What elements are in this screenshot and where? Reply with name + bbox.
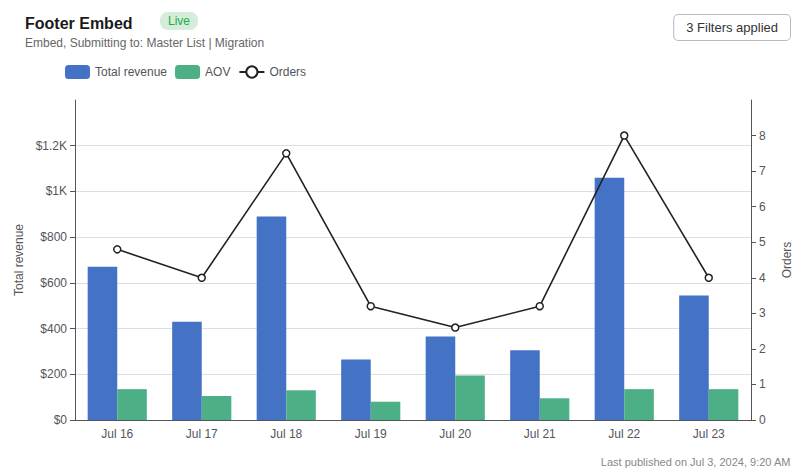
svg-text:Jul 19: Jul 19 bbox=[355, 427, 387, 441]
svg-text:3: 3 bbox=[759, 306, 766, 320]
svg-text:Live: Live bbox=[168, 14, 190, 28]
svg-text:$200: $200 bbox=[40, 367, 67, 381]
svg-text:Orders: Orders bbox=[269, 65, 306, 79]
svg-text:7: 7 bbox=[759, 164, 766, 178]
svg-text:Total revenue: Total revenue bbox=[12, 224, 26, 296]
svg-text:$800: $800 bbox=[40, 230, 67, 244]
svg-text:$1.2K: $1.2K bbox=[36, 139, 67, 153]
svg-text:Total revenue: Total revenue bbox=[95, 65, 167, 79]
svg-text:5: 5 bbox=[759, 235, 766, 249]
svg-text:6: 6 bbox=[759, 200, 766, 214]
svg-text:Last published on Jul 3, 2024,: Last published on Jul 3, 2024, 9:20 AM bbox=[601, 456, 791, 468]
svg-text:2: 2 bbox=[759, 342, 766, 356]
svg-text:AOV: AOV bbox=[205, 65, 230, 79]
svg-text:Footer Embed: Footer Embed bbox=[25, 15, 133, 32]
svg-text:8: 8 bbox=[759, 129, 766, 143]
svg-text:3 Filters applied: 3 Filters applied bbox=[686, 20, 778, 35]
svg-text:Jul 20: Jul 20 bbox=[439, 427, 471, 441]
svg-text:$1K: $1K bbox=[46, 184, 67, 198]
svg-text:Jul 22: Jul 22 bbox=[608, 427, 640, 441]
svg-text:$400: $400 bbox=[40, 322, 67, 336]
svg-text:Jul 18: Jul 18 bbox=[270, 427, 302, 441]
svg-text:Embed, Submitting to: Master L: Embed, Submitting to: Master List | Migr… bbox=[25, 36, 264, 50]
svg-text:Jul 21: Jul 21 bbox=[524, 427, 556, 441]
svg-text:$0: $0 bbox=[54, 413, 68, 427]
svg-text:Jul 16: Jul 16 bbox=[101, 427, 133, 441]
svg-text:Jul 17: Jul 17 bbox=[186, 427, 218, 441]
svg-text:1: 1 bbox=[759, 377, 766, 391]
svg-text:4: 4 bbox=[759, 271, 766, 285]
svg-text:Orders: Orders bbox=[780, 242, 794, 279]
svg-text:$600: $600 bbox=[40, 276, 67, 290]
svg-text:0: 0 bbox=[759, 413, 766, 427]
svg-text:Jul 23: Jul 23 bbox=[693, 427, 725, 441]
